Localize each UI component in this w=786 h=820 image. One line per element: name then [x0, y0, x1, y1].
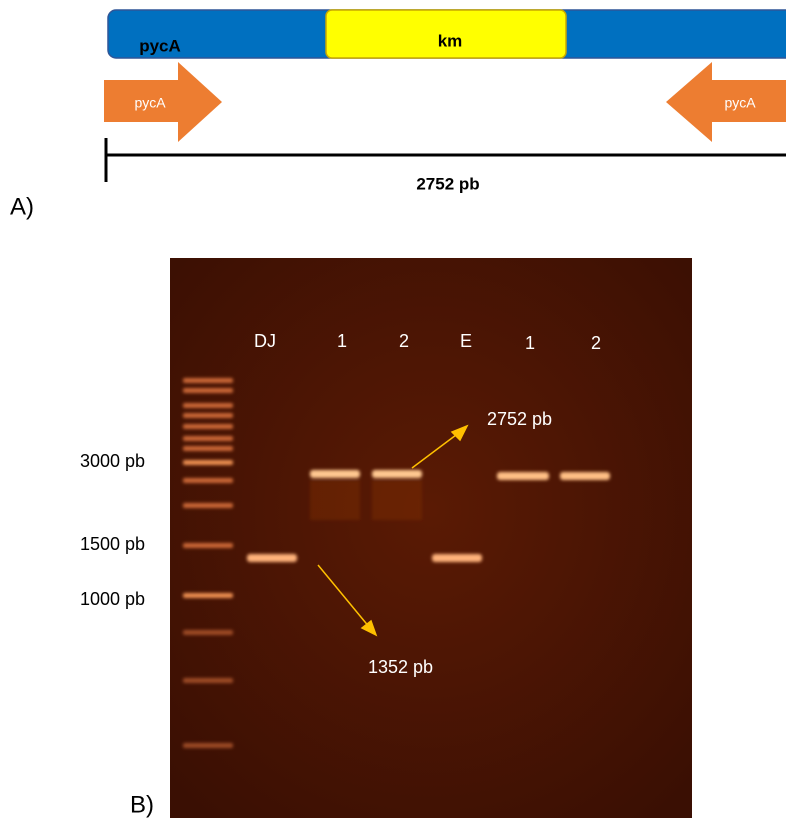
ladder-band — [183, 460, 233, 465]
annotation: 1352 pb — [368, 657, 433, 677]
insert-label: km — [438, 31, 463, 50]
lane-label: 2 — [591, 333, 601, 353]
panel-a: pycA km pycA pycA 2752 pb A) — [10, 10, 786, 220]
ladder-band — [183, 543, 233, 548]
lane-label: DJ — [254, 331, 276, 351]
ladder-band — [183, 378, 233, 383]
ladder-band — [183, 446, 233, 451]
lane-label: E — [460, 331, 472, 351]
panel-label: A) — [10, 193, 34, 220]
ladder-band — [183, 478, 233, 483]
page: pycA km pycA pycA 2752 pb A) DJ 1 2 E 1 — [0, 0, 786, 820]
ladder-band — [183, 503, 233, 508]
ladder-band — [183, 678, 233, 683]
lane-label: 1 — [337, 331, 347, 351]
band — [560, 472, 610, 480]
ladder-band — [183, 743, 233, 748]
panel-b: DJ 1 2 E 1 2 3000 pb 1500 pb 1000 pb 275… — [80, 258, 692, 818]
ladder-band — [183, 436, 233, 441]
marker-label: 3000 pb — [80, 451, 145, 471]
band — [497, 472, 549, 480]
primer-label: pycA — [134, 95, 166, 111]
ladder-band — [183, 388, 233, 393]
band — [310, 470, 360, 478]
smear — [310, 480, 360, 520]
gene-label: pycA — [139, 36, 181, 55]
lane-label: 1 — [525, 333, 535, 353]
gel-image — [170, 258, 692, 818]
ladder-band — [183, 413, 233, 418]
band — [372, 470, 422, 478]
band — [247, 554, 297, 562]
lane-label: 2 — [399, 331, 409, 351]
panel-label: B) — [130, 791, 154, 818]
band — [432, 554, 482, 562]
figure: pycA km pycA pycA 2752 pb A) DJ 1 2 E 1 — [0, 0, 786, 820]
smear — [372, 480, 422, 520]
marker-label: 1500 pb — [80, 534, 145, 554]
annotation: 2752 pb — [487, 409, 552, 429]
ladder-band — [183, 403, 233, 408]
ladder-band — [183, 593, 233, 598]
marker-label: 1000 pb — [80, 589, 145, 609]
ladder-band — [183, 630, 233, 635]
primer-label: pycA — [724, 95, 756, 111]
size-label: 2752 pb — [416, 174, 479, 193]
ladder-band — [183, 424, 233, 429]
